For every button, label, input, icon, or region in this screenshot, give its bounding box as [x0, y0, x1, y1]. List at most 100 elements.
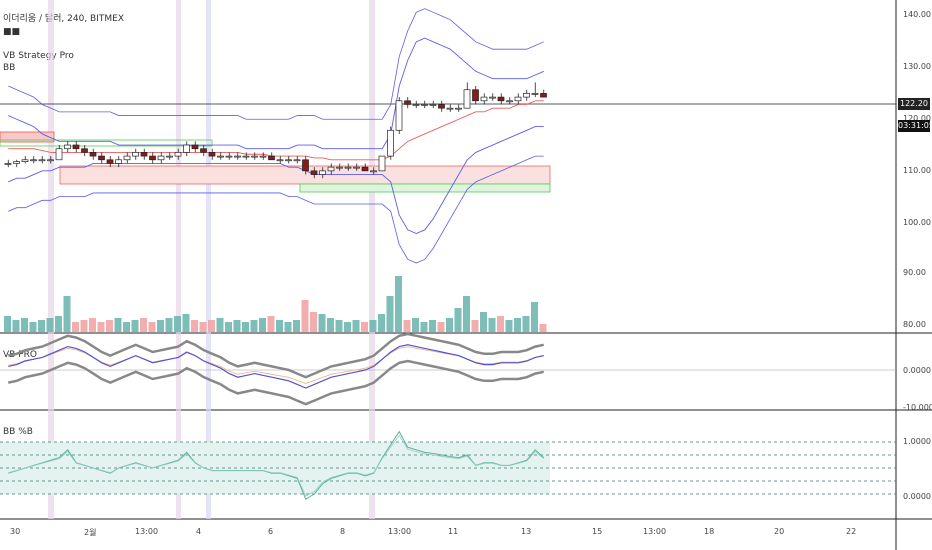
candle-body: [506, 100, 513, 103]
indicator-bb-label[interactable]: BB: [3, 63, 16, 73]
volume-bar: [497, 316, 504, 332]
vb-upper-band: [7, 332, 545, 379]
volume-bar: [276, 320, 283, 332]
symbol-title[interactable]: 이더리움 / 달러, 240, BITMEX: [3, 14, 124, 24]
candle-body: [123, 155, 131, 161]
volume-bar: [395, 276, 402, 332]
candle-body: [395, 100, 403, 131]
volume-bar: [301, 300, 309, 332]
candle-body: [217, 155, 224, 158]
volume-bar: [80, 320, 88, 332]
time-tick: 8: [340, 527, 346, 536]
candle-body: [429, 104, 437, 106]
candle-body: [98, 155, 105, 161]
resistance-zone: [0, 131, 55, 143]
vb-tick: 0.0000: [903, 366, 931, 375]
candle-body: [361, 166, 369, 172]
candle-body: [89, 152, 97, 157]
candle-body: [132, 152, 139, 157]
volume-bar: [471, 320, 479, 332]
candle-body: [157, 155, 165, 161]
candle-body: [387, 129, 394, 157]
volume-bar: [250, 320, 258, 332]
volume-bar: [429, 320, 436, 332]
candle-body: [514, 96, 522, 102]
highlight-band: [48, 0, 54, 519]
last-price-badge: 122.20: [898, 98, 930, 110]
candle-body: [166, 155, 173, 158]
vb-pro-pane-label[interactable]: VB PRO: [3, 350, 37, 360]
bbpct-secondary-line: [8, 434, 545, 497]
price-tick: 80.00: [903, 320, 926, 329]
candle-body: [378, 155, 386, 172]
candle-body: [55, 148, 63, 161]
candle-body: [497, 96, 505, 102]
volume-bar: [386, 296, 394, 332]
volume-bar: [157, 320, 164, 332]
volume-bar: [259, 318, 266, 332]
candle-body: [140, 152, 148, 157]
time-tick: 30: [10, 527, 21, 536]
indicator-vb-strategy-label[interactable]: VB Strategy Pro: [3, 51, 74, 61]
volume-bar: [97, 322, 105, 332]
candle-body: [412, 104, 420, 106]
candle-body: [421, 104, 428, 106]
candle-body: [251, 155, 258, 158]
candle-body: [319, 170, 326, 175]
volume-bar: [123, 322, 130, 332]
bb-upper-line: [8, 37, 544, 150]
bb-tick: 1.0000: [903, 437, 931, 446]
candle-body: [480, 96, 488, 102]
candle-body: [64, 144, 71, 150]
candle-body: [302, 159, 309, 172]
highlight-band: [206, 0, 211, 519]
volume-bar: [199, 322, 207, 332]
candle-body: [370, 170, 377, 173]
bb-tick: 0.0000: [903, 492, 931, 501]
volume-bar: [131, 320, 139, 332]
volume-bar: [182, 314, 190, 332]
volume-bar: [46, 318, 54, 332]
volume-bar: [522, 316, 530, 332]
candle-body: [4, 163, 12, 165]
candle-body: [353, 166, 360, 169]
volume-bar: [114, 318, 122, 332]
volume-bar: [539, 324, 547, 332]
volume-bar: [233, 320, 241, 332]
volume-bar: [403, 320, 411, 332]
support-zone: [299, 183, 551, 193]
volume-bar: [335, 320, 343, 332]
candle-body: [115, 159, 122, 164]
volume-bar: [412, 318, 419, 332]
candle-body: [463, 89, 471, 109]
volume-bar: [480, 312, 487, 332]
volume-bar: [420, 322, 428, 332]
candle-body: [47, 159, 54, 162]
volume-bar: [148, 322, 156, 332]
price-tick: 120.00: [903, 114, 931, 123]
volume-bar: [514, 318, 521, 332]
time-tick: 13:00: [388, 527, 412, 536]
volume-bar: [55, 316, 62, 332]
volume-bar: [38, 320, 45, 332]
volume-bar: [463, 296, 470, 332]
candle-body: [30, 159, 37, 162]
volume-bar: [361, 322, 368, 332]
candle-body: [242, 155, 250, 158]
time-tick: 18: [704, 527, 715, 536]
volume-bar: [21, 318, 28, 332]
volume-bar: [106, 320, 113, 332]
price-tick: 110.00: [903, 166, 931, 175]
volume-bar: [140, 318, 147, 332]
time-tick: 13:00: [135, 527, 159, 536]
candle-body: [327, 166, 335, 172]
candle-body: [106, 159, 114, 164]
candle-body: [523, 93, 530, 98]
time-tick: 22: [846, 527, 857, 536]
highlight-band: [176, 0, 181, 519]
bb-pct-pane-label[interactable]: BB %B: [3, 427, 33, 437]
price-tick: 100.00: [903, 218, 931, 227]
volume-bar: [352, 320, 360, 332]
volume-bar: [446, 318, 453, 332]
